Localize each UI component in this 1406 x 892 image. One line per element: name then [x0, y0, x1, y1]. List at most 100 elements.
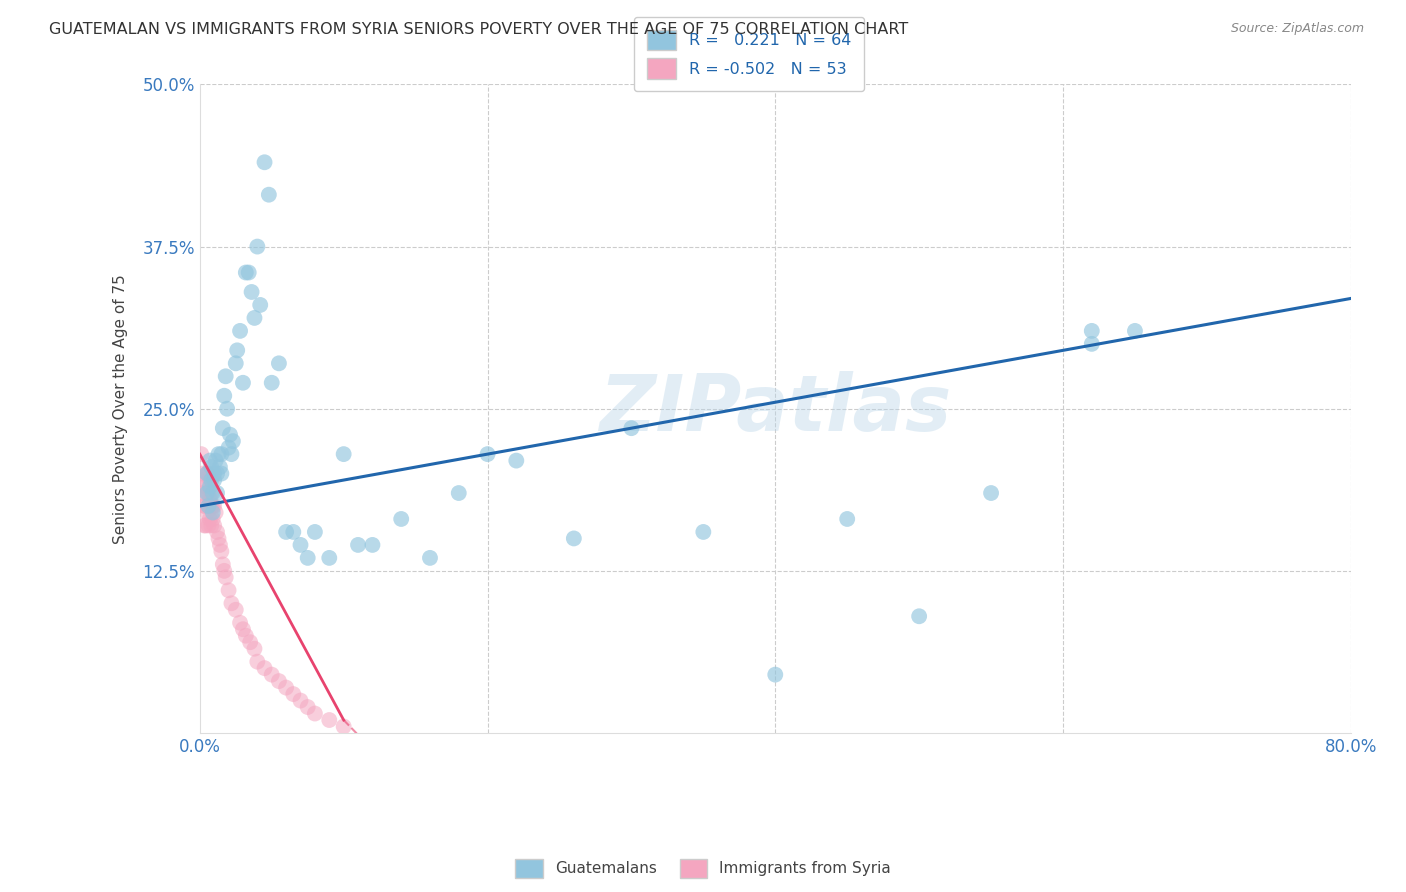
- Point: [194, 518, 217, 533]
- Text: GUATEMALAN VS IMMIGRANTS FROM SYRIA SENIORS POVERTY OVER THE AGE OF 75 CORRELATI: GUATEMALAN VS IMMIGRANTS FROM SYRIA SENI…: [49, 22, 908, 37]
- Point: [249, 298, 271, 312]
- Point: [200, 486, 222, 500]
- Point: [198, 492, 221, 507]
- Point: [198, 473, 221, 487]
- Point: [229, 324, 252, 338]
- Point: [304, 524, 326, 539]
- Point: [232, 622, 254, 636]
- Point: [201, 499, 224, 513]
- Point: [447, 486, 470, 500]
- Point: [297, 550, 319, 565]
- Point: [419, 550, 441, 565]
- Point: [347, 538, 370, 552]
- Point: [212, 389, 235, 403]
- Point: [197, 499, 219, 513]
- Point: [205, 467, 228, 481]
- Point: [221, 596, 243, 610]
- Point: [200, 518, 222, 533]
- Point: [253, 661, 276, 675]
- Point: [240, 285, 263, 299]
- Point: [246, 655, 269, 669]
- Point: [208, 460, 231, 475]
- Point: [193, 499, 215, 513]
- Point: [253, 155, 276, 169]
- Point: [202, 467, 225, 481]
- Point: [204, 506, 226, 520]
- Point: [215, 369, 238, 384]
- Point: [205, 486, 228, 500]
- Point: [837, 512, 859, 526]
- Point: [304, 706, 326, 721]
- Point: [267, 674, 290, 689]
- Point: [290, 693, 312, 707]
- Point: [202, 518, 225, 533]
- Point: [980, 486, 1002, 500]
- Point: [225, 356, 247, 370]
- Point: [1123, 324, 1146, 338]
- Text: Source: ZipAtlas.com: Source: ZipAtlas.com: [1230, 22, 1364, 36]
- Point: [209, 467, 232, 481]
- Point: [290, 538, 312, 552]
- Point: [207, 532, 229, 546]
- Point: [217, 401, 239, 416]
- Point: [332, 447, 354, 461]
- Point: [243, 310, 266, 325]
- Point: [198, 453, 221, 467]
- Point: [235, 629, 257, 643]
- Point: [221, 447, 243, 461]
- Point: [908, 609, 931, 624]
- Point: [212, 564, 235, 578]
- Point: [318, 550, 340, 565]
- Point: [195, 486, 218, 500]
- Point: [194, 499, 217, 513]
- Point: [238, 266, 260, 280]
- Point: [1081, 336, 1104, 351]
- Point: [200, 460, 222, 475]
- Point: [201, 506, 224, 520]
- Point: [194, 479, 217, 493]
- Point: [198, 512, 221, 526]
- Point: [1081, 324, 1104, 338]
- Point: [226, 343, 249, 358]
- Point: [283, 687, 305, 701]
- Point: [195, 506, 218, 520]
- Point: [204, 453, 226, 467]
- Point: [197, 499, 219, 513]
- Point: [195, 486, 218, 500]
- Y-axis label: Seniors Poverty Over the Age of 75: Seniors Poverty Over the Age of 75: [114, 274, 128, 543]
- Point: [222, 434, 245, 449]
- Point: [239, 635, 262, 649]
- Point: [191, 486, 214, 500]
- Point: [202, 499, 225, 513]
- Point: [190, 447, 212, 461]
- Point: [297, 700, 319, 714]
- Point: [274, 681, 297, 695]
- Point: [209, 544, 232, 558]
- Point: [235, 266, 257, 280]
- Point: [218, 441, 240, 455]
- Point: [202, 473, 225, 487]
- Point: [225, 603, 247, 617]
- Point: [260, 376, 283, 390]
- Point: [191, 467, 214, 481]
- Point: [215, 570, 238, 584]
- Point: [209, 447, 232, 461]
- Point: [195, 467, 218, 481]
- Point: [208, 538, 231, 552]
- Point: [318, 713, 340, 727]
- Point: [763, 667, 786, 681]
- Point: [505, 453, 527, 467]
- Point: [200, 499, 222, 513]
- Point: [218, 583, 240, 598]
- Point: [361, 538, 384, 552]
- Point: [267, 356, 290, 370]
- Point: [195, 467, 218, 481]
- Point: [229, 615, 252, 630]
- Point: [200, 473, 222, 487]
- Point: [193, 473, 215, 487]
- Point: [283, 524, 305, 539]
- Point: [692, 524, 714, 539]
- Point: [193, 518, 215, 533]
- Point: [211, 558, 233, 572]
- Point: [207, 447, 229, 461]
